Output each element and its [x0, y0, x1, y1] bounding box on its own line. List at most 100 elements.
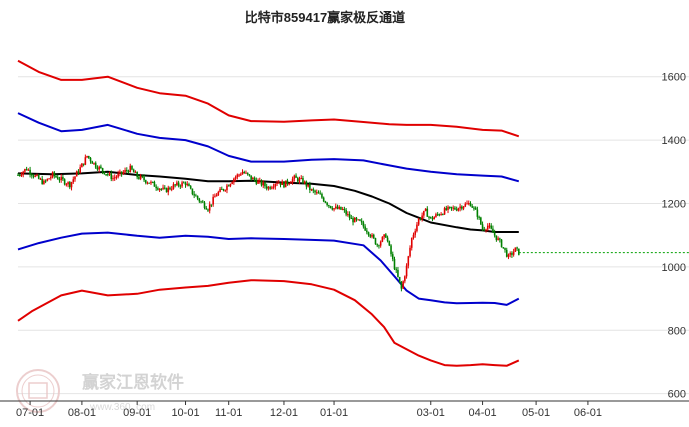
series-layer: [17, 59, 520, 367]
candle-body: [293, 175, 296, 179]
candle-body: [215, 195, 218, 197]
candle-body: [480, 217, 482, 225]
candle-body: [53, 172, 56, 176]
candle-body: [212, 196, 214, 205]
candle-body: [315, 192, 318, 194]
candle-body: [169, 187, 171, 190]
candle-body: [486, 225, 489, 230]
candle-body: [303, 181, 306, 184]
candle-body: [252, 177, 254, 180]
candle-body: [367, 232, 370, 235]
candle-body: [319, 193, 322, 195]
candle-body: [101, 168, 104, 172]
candle-body: [412, 234, 415, 238]
candle-body: [505, 249, 508, 257]
candle-body: [448, 206, 451, 208]
candle-body: [353, 217, 356, 223]
candle-body: [447, 206, 449, 210]
candle-body: [341, 209, 344, 211]
candle-body: [390, 245, 392, 255]
candle-body: [366, 230, 368, 233]
candle-body: [224, 190, 227, 192]
candle-body: [163, 187, 166, 189]
candle-body: [440, 214, 442, 216]
candle-body: [22, 171, 24, 175]
candle-body: [290, 182, 292, 184]
candle-body: [296, 177, 299, 182]
candle-body: [433, 217, 436, 220]
candle-body: [438, 214, 441, 216]
candle-body: [51, 172, 54, 178]
candle-body: [471, 206, 474, 208]
candle-body: [62, 177, 64, 180]
candle-body: [60, 177, 62, 181]
candle-body: [417, 218, 420, 225]
candle-body: [300, 177, 303, 179]
candle-body: [400, 282, 403, 289]
candle-body: [467, 203, 470, 205]
candle-body: [329, 205, 332, 208]
candle-body: [428, 216, 430, 218]
y-tick-label: 800: [668, 325, 686, 337]
candle-body: [476, 209, 479, 217]
candle-body: [277, 182, 280, 184]
candle-body: [200, 201, 202, 203]
candle-body: [70, 182, 73, 188]
candle-body: [429, 216, 432, 218]
candle-body: [113, 177, 116, 179]
candle-body: [58, 179, 61, 181]
candle-body: [464, 203, 467, 207]
candle-body: [253, 177, 256, 181]
candle-body: [265, 186, 268, 189]
candle-body: [257, 180, 259, 184]
candle-body: [466, 203, 468, 205]
candle-body: [81, 163, 83, 168]
candle-body: [239, 174, 242, 176]
candle-body: [127, 170, 130, 173]
x-tick-label: 11-01: [215, 407, 242, 419]
candle-body: [473, 207, 475, 209]
candlestick-layer: [17, 154, 689, 292]
candle-body: [36, 175, 38, 177]
candle-body: [488, 225, 491, 227]
candle-body: [357, 219, 360, 221]
candle-body: [48, 178, 50, 180]
candle-body: [198, 198, 201, 202]
candle-body: [88, 155, 90, 158]
candle-body: [138, 177, 140, 179]
candle-body: [227, 185, 230, 187]
candle-body: [243, 172, 246, 174]
candle-body: [442, 214, 444, 216]
candle-body: [279, 182, 282, 185]
candle-body: [511, 253, 513, 255]
candle-body: [43, 180, 45, 185]
candle-body: [405, 265, 408, 277]
candle-body: [195, 195, 197, 197]
candle-body: [56, 177, 59, 180]
candle-body: [110, 173, 113, 180]
candle-body: [374, 238, 377, 245]
candle-body: [67, 182, 69, 185]
watermark-url-text: www.360..com: [89, 402, 155, 413]
candle-body: [201, 201, 204, 203]
candle-body: [378, 245, 380, 247]
grid: [18, 76, 689, 395]
candle-body: [126, 170, 128, 172]
candle-body: [474, 207, 477, 210]
candle-body: [321, 193, 323, 198]
candle-body: [284, 180, 287, 188]
candle-body: [504, 247, 506, 250]
candle-body: [84, 157, 87, 165]
candle-body: [302, 177, 304, 184]
candle-body: [105, 174, 107, 176]
candle-body: [219, 188, 221, 192]
watermark-brand-text: 赢家江恩软件: [82, 372, 184, 392]
candle-body: [129, 165, 132, 173]
candle-body: [286, 180, 289, 184]
candle-body: [17, 174, 19, 176]
candle-body: [208, 204, 211, 211]
candle-body: [309, 184, 311, 190]
x-tick-label: 08-01: [68, 407, 96, 419]
candle-body: [364, 226, 366, 231]
candle-body: [34, 175, 37, 177]
